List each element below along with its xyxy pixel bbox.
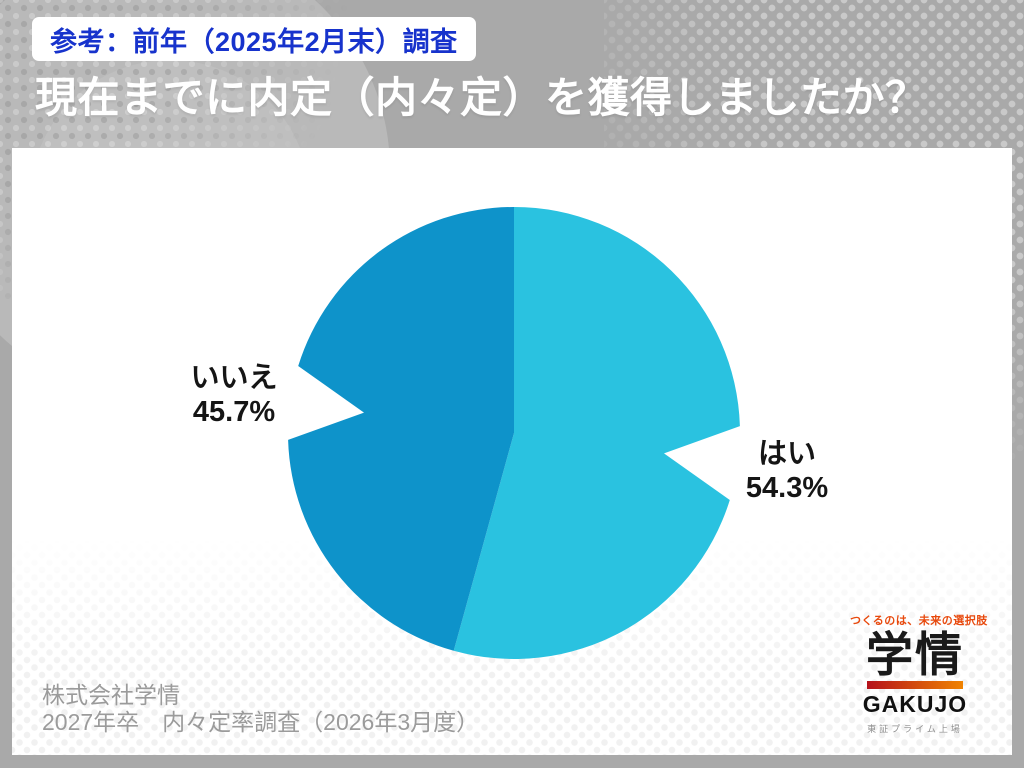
pie-label-yes: はい 54.3%: [746, 438, 828, 505]
pie-label-yes-name: はい: [757, 438, 817, 470]
reference-badge: 参考：前年（2025年2月末）調査: [32, 17, 476, 61]
pie-label-no-percent: 45.7%: [192, 395, 276, 428]
pie-label-yes-percent: 54.3%: [745, 471, 829, 504]
page-title: 現在までに内定（内々定）を獲得しましたか？: [35, 74, 928, 121]
pie-label-no: いいえ 45.7%: [190, 362, 277, 429]
logo-name: GAKUJO: [862, 691, 968, 717]
source-survey: 2027年卒 内々定率調査（2026年3月度）: [42, 709, 480, 736]
source-company: 株式会社学情: [42, 681, 180, 708]
logo-listing-text: 東証プライム上場: [867, 724, 963, 734]
pie-slice-いいえ: [288, 207, 514, 651]
logo-gradient-bar: [867, 681, 963, 689]
logo-kanji: 学情: [866, 628, 964, 681]
logo-tagline: つくるのは、未来の選択肢: [850, 615, 988, 627]
source-note: 株式会社学情 2027年卒 内々定率調査（2026年3月度）: [42, 682, 479, 737]
pie-label-no-name: いいえ: [190, 362, 278, 394]
pie-slice-はい: [453, 207, 740, 659]
gakujo-logo: つくるのは、未来の選択肢 学情 GAKUJO 東証プライム上場: [850, 612, 988, 735]
